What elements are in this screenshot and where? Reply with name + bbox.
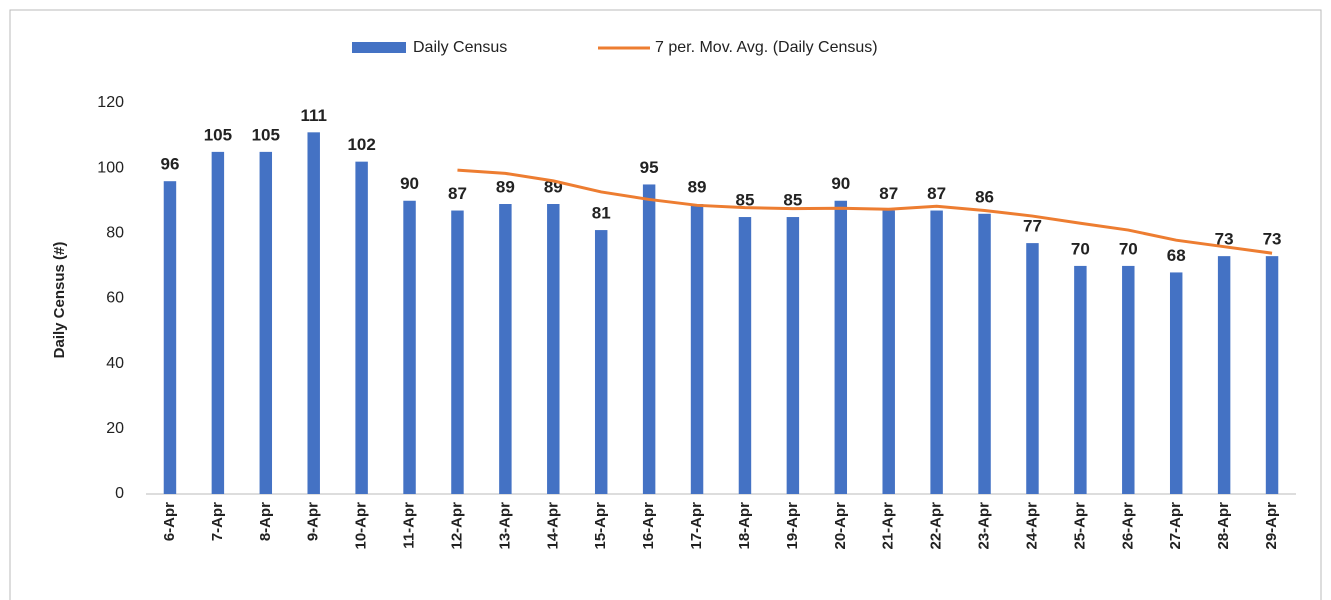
data-label: 95 (640, 158, 659, 177)
x-tick-label: 22-Apr (928, 502, 945, 550)
bar (163, 181, 177, 494)
bar (738, 217, 752, 494)
data-label: 68 (1167, 246, 1186, 265)
bar (1026, 243, 1039, 494)
data-label: 111 (300, 106, 327, 125)
data-label: 85 (783, 191, 802, 210)
bar (786, 217, 800, 494)
x-tick-label: 18-Apr (736, 502, 753, 550)
x-tick-label: 15-Apr (592, 502, 609, 550)
legend-label: Daily Census (413, 39, 507, 56)
bar (1169, 272, 1183, 494)
data-label: 81 (592, 204, 611, 223)
data-label: 73 (1263, 230, 1282, 249)
x-tick-label: 27-Apr (1167, 502, 1184, 550)
x-tick-label: 10-Apr (353, 502, 370, 550)
legend-swatch-bar (352, 42, 406, 53)
data-label: 89 (496, 177, 515, 196)
chart-border (9, 9, 1322, 600)
x-tick-label: 19-Apr (784, 502, 801, 550)
x-tick-label: 17-Apr (688, 502, 705, 550)
bar (882, 210, 895, 494)
y-tick-label: 80 (106, 225, 124, 242)
x-tick-label: 24-Apr (1023, 502, 1040, 550)
bar (642, 184, 656, 495)
data-label: 85 (735, 191, 754, 210)
bar (259, 151, 273, 494)
x-tick-label: 20-Apr (832, 502, 849, 550)
bar (211, 151, 225, 494)
x-tick-label: 29-Apr (1263, 502, 1280, 550)
data-label: 70 (1071, 239, 1090, 258)
x-tick-label: 25-Apr (1071, 502, 1088, 550)
bar (834, 200, 848, 494)
data-label: 73 (1215, 230, 1234, 249)
x-tick-label: 23-Apr (976, 502, 993, 550)
y-tick-label: 0 (115, 485, 124, 502)
x-tick-label: 9-Apr (305, 502, 322, 541)
data-label: 87 (879, 184, 898, 203)
bar (451, 210, 464, 494)
bar (690, 204, 704, 494)
y-axis-label: Daily Census (#) (51, 242, 68, 359)
x-tick-label: 14-Apr (544, 502, 561, 550)
legend-label: 7 per. Mov. Avg. (Daily Census) (655, 39, 878, 56)
bar (307, 132, 320, 494)
x-tick-label: 26-Apr (1119, 502, 1136, 550)
data-label: 87 (448, 184, 467, 203)
bar (1074, 265, 1087, 494)
y-tick-label: 60 (106, 290, 124, 307)
data-label: 105 (204, 125, 232, 144)
data-label: 90 (400, 174, 419, 193)
x-tick-label: 6-Apr (161, 502, 178, 541)
bar (355, 161, 368, 494)
x-tick-label: 28-Apr (1215, 502, 1232, 550)
data-label: 87 (927, 184, 946, 203)
x-tick-label: 8-Apr (257, 502, 274, 541)
bar (547, 204, 560, 494)
x-tick-label: 21-Apr (880, 502, 897, 550)
bar (930, 210, 943, 494)
bar (403, 200, 416, 494)
data-label: 96 (160, 155, 179, 174)
bar (1122, 265, 1135, 494)
bar (1217, 256, 1231, 494)
data-label: 89 (688, 177, 707, 196)
bar (1265, 256, 1279, 494)
data-label: 105 (252, 125, 280, 144)
bar (499, 204, 512, 494)
x-tick-label: 16-Apr (640, 502, 657, 550)
x-tick-label: 11-Apr (401, 502, 418, 549)
data-label: 86 (975, 187, 994, 206)
data-label: 70 (1119, 239, 1138, 258)
y-tick-label: 20 (106, 420, 124, 437)
y-tick-label: 100 (97, 159, 124, 176)
data-label: 90 (831, 174, 850, 193)
bar (594, 230, 608, 494)
moving-average-line (457, 168, 1273, 255)
x-tick-label: 12-Apr (448, 502, 465, 550)
y-tick-label: 120 (97, 94, 124, 111)
x-tick-label: 13-Apr (496, 502, 513, 550)
y-tick-label: 40 (106, 355, 124, 372)
data-label: 102 (347, 135, 375, 154)
x-tick-label: 7-Apr (209, 502, 226, 541)
bar (978, 213, 991, 495)
data-label: 77 (1023, 217, 1042, 236)
